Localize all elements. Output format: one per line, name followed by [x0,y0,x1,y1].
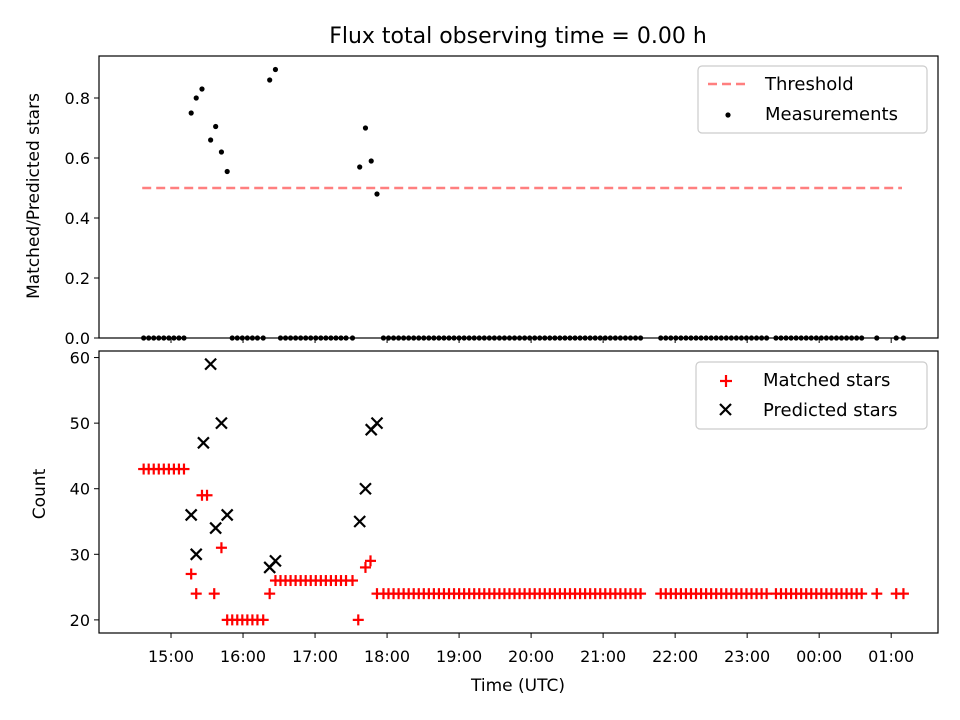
predicted-stars-points [184,357,384,574]
matched-legend-label: Matched stars [763,370,890,391]
predicted-star-point [359,482,372,495]
x-tick-label: 19:00 [436,647,482,666]
x-tick-label: 16:00 [220,647,266,666]
matched-star-point [190,588,202,600]
bottom-x-ticks: 15:00 16:00 17:00 18:00 19:00 20:00 21:00 22:00… [148,633,914,666]
x-tick-label: 23:00 [724,647,770,666]
measurement-point [213,123,219,130]
x-tick-label: 00:00 [796,647,842,666]
top-legend: Threshold Measurements [697,65,928,134]
measurement-point [188,110,194,116]
x-tick-label: 20:00 [508,647,554,666]
matched-star-point [208,588,220,600]
bottom-y-axis-label: Count [30,468,50,519]
top-chart-title: Flux total observing time = 0.00 h [329,24,707,49]
predicted-star-point [204,357,217,371]
threshold-legend-label: Threshold [764,74,854,95]
top-legend-box [697,65,928,134]
top-y-tick-label: 0.4 [65,209,90,228]
predicted-star-point [353,515,366,528]
bottom-legend-box [695,361,928,430]
x-tick-label: 22:00 [652,647,698,666]
measurement-point [272,66,279,73]
matched-star-point [185,568,197,580]
predicted-star-point [269,554,282,568]
predicted-star-point [197,436,210,450]
x-axis-label: Time (UTC) [470,676,565,696]
measurement-point [362,125,369,131]
bottom-legend: Matched stars Predicted stars [695,361,928,430]
bottom-y-tick-label: 60 [70,349,90,368]
predicted-star-point [209,521,222,535]
matched-star-point [347,575,359,587]
bottom-y-tick-label: 20 [70,611,90,630]
top-y-tick-label: 0.2 [65,269,90,288]
top-y-tick-label: 0.8 [65,89,90,108]
top-subplot: Flux total observing time = 0.00 h Match… [24,24,939,348]
bottom-y-ticks: 20 30 40 50 60 [70,349,99,630]
matched-star-point [359,561,371,573]
measurement-point [208,137,214,143]
matched-star-point [264,588,276,600]
matched-star-point [897,588,909,600]
predicted-star-point [184,508,198,522]
matched-star-point [215,542,227,554]
matched-star-point [352,614,364,626]
matched-star-point [871,588,883,600]
matched-star-point [856,588,868,600]
measurements-legend-label: Measurements [765,104,898,125]
x-tick-label: 18:00 [364,647,410,666]
predicted-star-point [370,416,384,430]
predicted-star-point [220,508,234,522]
top-y-axis-label: Matched/Predicted stars [24,93,44,299]
matched-legend-symbol [720,375,732,387]
measurement-point [199,86,205,92]
measurement-point [218,149,225,155]
measurement-point [368,158,374,164]
top-y-tick-label: 0.0 [65,329,90,348]
top-y-tick-label: 0.6 [65,149,90,168]
matched-star-point [365,555,377,567]
matched-star-point [761,588,773,600]
bottom-y-tick-label: 50 [70,414,90,433]
measurement-point [267,77,273,83]
measurement-point [193,95,199,101]
x-tick-label: 17:00 [292,647,338,666]
matched-star-point [201,489,213,501]
x-tick-label: 15:00 [148,647,194,666]
matched-star-point [257,614,269,626]
top-y-ticks: 0.0 0.2 0.4 0.6 0.8 [65,89,99,348]
matched-stars-points [138,463,909,626]
measurement-point [224,168,230,175]
matched-star-point [635,588,647,600]
bottom-y-tick-label: 30 [70,545,90,564]
x-tick-label: 21:00 [580,647,626,666]
bottom-y-tick-label: 40 [70,480,90,499]
x-tick-label: 01:00 [868,647,914,666]
measurement-point [374,191,380,197]
measurement-point [357,164,363,170]
bottom-plot-frame [98,350,939,634]
predicted-legend-label: Predicted stars [763,400,897,421]
predicted-star-point [189,548,203,561]
predicted-legend-symbol [719,403,732,416]
bottom-subplot: Count Time (UTC) 20 30 40 50 60 15:00 16:00 17… [30,349,939,696]
matched-star-point [178,463,190,475]
top-plot-frame [98,55,939,339]
predicted-star-point [215,416,228,430]
measurements-legend-symbol [725,112,731,118]
